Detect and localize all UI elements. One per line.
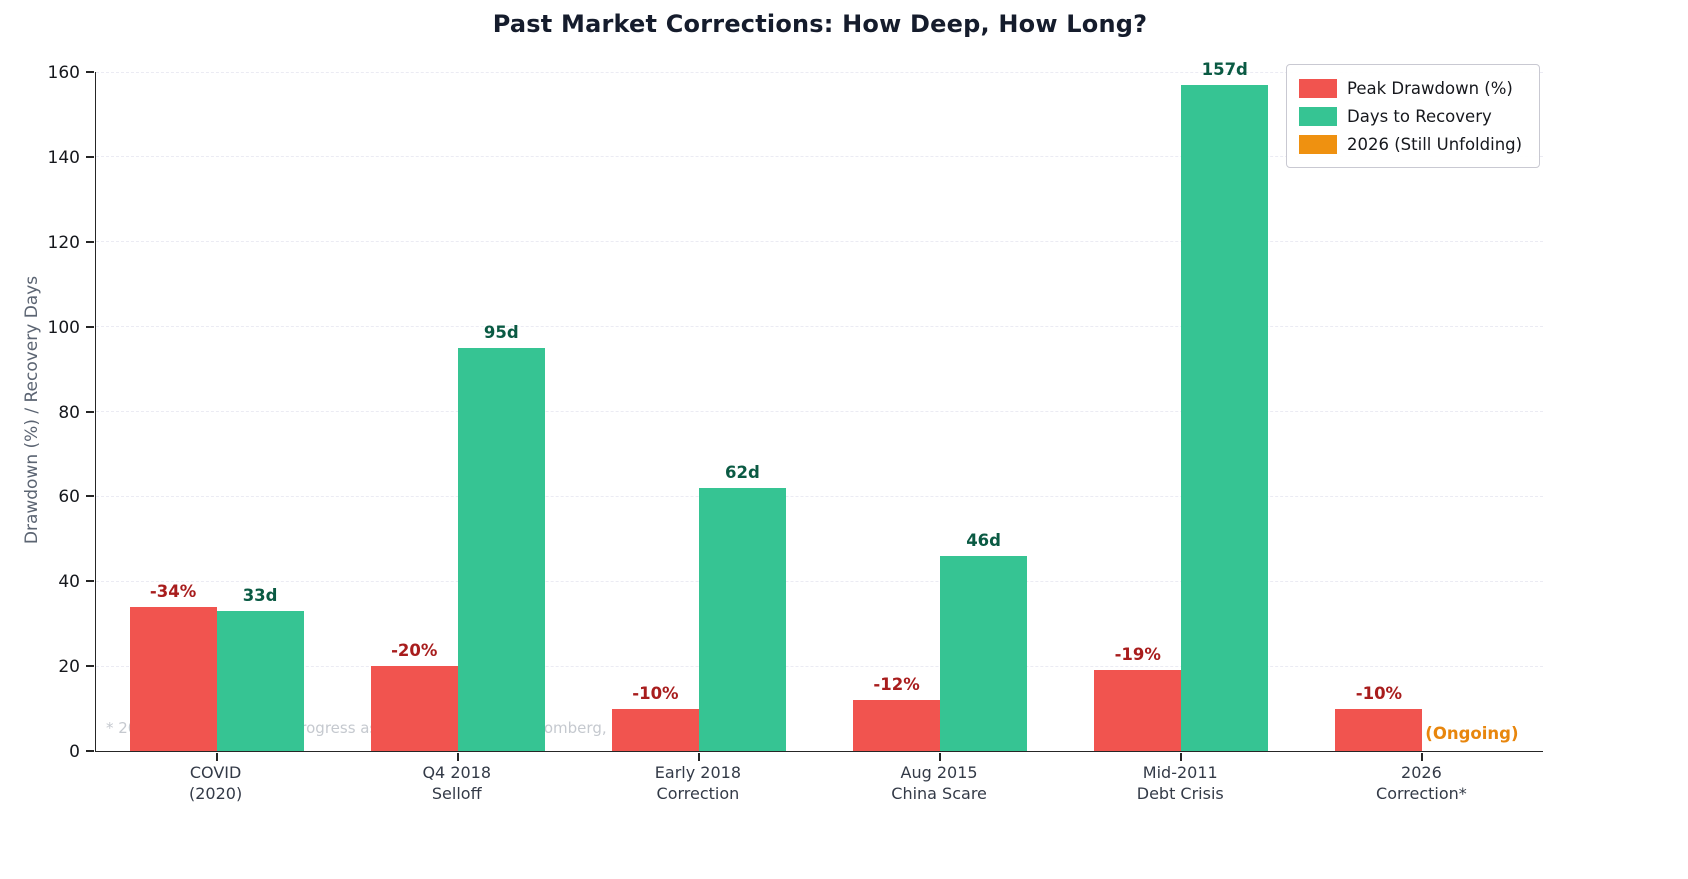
y-axis-ticks: 0 20 40 60 80 100 120 140 160	[0, 63, 80, 762]
y-tick-label: 40	[58, 572, 80, 593]
y-tick-label: 120	[47, 232, 80, 253]
gridline	[96, 71, 1543, 73]
y-tick-mark	[86, 325, 94, 328]
peak-drawdown-bar	[1335, 708, 1423, 751]
bar-value-label: 33d	[242, 585, 278, 605]
peak-drawdown-bar	[611, 708, 699, 751]
x-axis-labels: COVID (2020) Q4 2018 Selloff Early 2018 Corre…	[95, 762, 1543, 822]
legend-swatch	[1299, 106, 1337, 126]
x-tick-label: 2026 Correction*	[1376, 762, 1467, 804]
gridline	[96, 665, 1543, 667]
x-tick-label-line: Early 2018	[654, 763, 742, 782]
gridline	[96, 326, 1543, 328]
gridline	[96, 580, 1543, 582]
recovery-bar	[1181, 84, 1269, 751]
x-tick-mark	[456, 753, 459, 761]
legend-swatch	[1299, 78, 1337, 98]
y-tick-mark	[86, 665, 94, 668]
x-tick-label-line: Aug 2015	[900, 763, 978, 782]
bar-value-label: 46d	[966, 530, 1001, 550]
y-tick-label: 60	[58, 487, 80, 508]
bar-value-label: -12%	[873, 675, 920, 695]
x-tick-mark	[939, 753, 942, 761]
ongoing-label: (Ongoing)	[1425, 724, 1519, 743]
plot-area: * 2026 correction still in progress as o…	[86, 60, 1543, 761]
bar-value-label: 62d	[725, 462, 760, 482]
recovery-bar	[457, 347, 545, 751]
x-tick-label-line: 2026	[1401, 763, 1442, 782]
legend-swatch	[1299, 134, 1337, 154]
x-tick-label: COVID (2020)	[189, 762, 242, 804]
legend: Peak Drawdown (%) Days to Recovery 2026 (S…	[1286, 64, 1540, 168]
recovery-bar	[698, 487, 786, 751]
y-tick-label: 80	[58, 402, 80, 423]
chart-title: Past Market Corrections: How Deep, How L…	[492, 10, 1148, 38]
bar-value-label: 157d	[1201, 59, 1248, 79]
x-tick-label: Early 2018 Correction	[655, 762, 741, 804]
y-tick-mark	[86, 750, 94, 752]
recovery-bar	[216, 610, 304, 751]
bar-value-label: 95d	[483, 322, 519, 342]
legend-label: 2026 (Still Unfolding)	[1347, 134, 1523, 154]
y-tick-mark	[86, 580, 94, 583]
legend-item: Peak Drawdown (%)	[1299, 74, 1527, 102]
y-tick-label: 160	[47, 63, 80, 83]
gridline	[96, 495, 1543, 497]
x-tick-label-line: Correction	[656, 784, 740, 803]
y-tick-mark	[86, 155, 94, 158]
y-tick-label: 0	[69, 742, 80, 762]
x-tick-label-line: Debt Crisis	[1136, 784, 1224, 803]
y-tick-mark	[86, 410, 94, 413]
y-tick-mark	[86, 240, 94, 243]
x-tick-label: Aug 2015 China Scare	[891, 762, 987, 804]
bar-value-label: -10%	[1355, 683, 1403, 703]
gridline	[96, 156, 1543, 158]
legend-label: Days to Recovery	[1347, 106, 1492, 126]
y-tick-mark	[86, 495, 94, 498]
y-tick-label: 100	[47, 317, 80, 338]
y-tick-mark	[86, 71, 94, 73]
legend-item: 2026 (Still Unfolding)	[1299, 130, 1527, 158]
peak-drawdown-bar	[853, 700, 941, 751]
x-tick-label-line: China Scare	[891, 784, 987, 803]
peak-drawdown-bar	[129, 606, 217, 751]
peak-drawdown-bar	[370, 666, 458, 751]
x-tick-mark	[215, 753, 218, 761]
x-tick-label-line: COVID	[189, 763, 242, 782]
peak-drawdown-bar	[1094, 670, 1182, 751]
x-tick-label-line: Selloff	[431, 784, 482, 803]
x-tick-label: Mid-2011 Debt Crisis	[1137, 762, 1224, 804]
x-tick-label-line: (2020)	[188, 784, 243, 803]
x-tick-mark	[1180, 753, 1183, 761]
x-tick-label-line: Mid-2011	[1142, 763, 1218, 782]
legend-label: Peak Drawdown (%)	[1347, 78, 1513, 98]
gridline	[96, 241, 1543, 243]
bar-value-label: -10%	[632, 683, 679, 703]
recovery-bar	[940, 555, 1028, 751]
x-tick-label-line: Q4 2018	[422, 763, 492, 782]
x-tick-mark	[697, 753, 700, 761]
x-tick-mark	[1421, 753, 1424, 761]
y-tick-label: 20	[58, 657, 80, 678]
x-tick-label: Q4 2018 Selloff	[422, 762, 491, 804]
gridline	[96, 411, 1543, 412]
legend-item: Days to Recovery	[1299, 102, 1527, 130]
bar-value-label: -19%	[1114, 645, 1161, 665]
y-tick-label: 140	[47, 147, 80, 168]
bar-value-label: -20%	[391, 641, 438, 661]
bar-value-label: -34%	[149, 581, 197, 601]
x-tick-label-line: Correction*	[1376, 784, 1467, 803]
